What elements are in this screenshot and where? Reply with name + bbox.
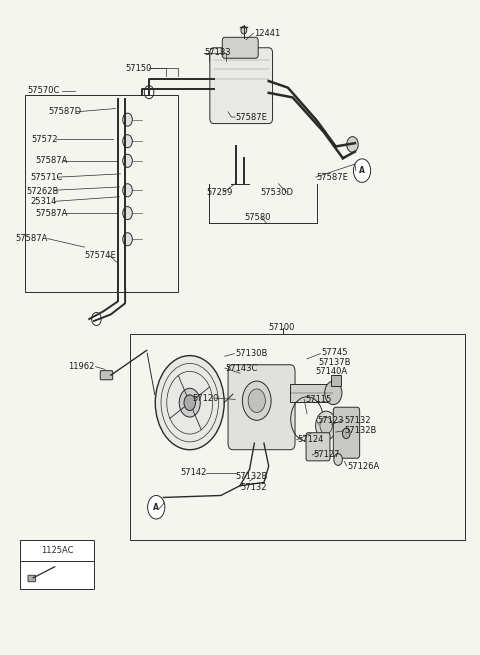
Text: 57132: 57132 (344, 416, 371, 425)
Text: 12441: 12441 (254, 29, 281, 38)
Text: 11962: 11962 (68, 362, 94, 371)
Text: 57132B: 57132B (235, 472, 267, 481)
Text: 57150: 57150 (125, 64, 152, 73)
Text: 57587A: 57587A (35, 209, 68, 217)
Circle shape (324, 381, 342, 405)
FancyBboxPatch shape (100, 371, 113, 380)
Circle shape (242, 381, 271, 421)
Circle shape (144, 86, 154, 99)
Circle shape (347, 137, 358, 153)
FancyBboxPatch shape (28, 575, 36, 582)
Text: A: A (153, 503, 159, 512)
Circle shape (316, 411, 336, 440)
Text: 57183: 57183 (204, 48, 231, 58)
Text: 57572: 57572 (32, 135, 58, 143)
Circle shape (123, 135, 132, 148)
Text: 57100: 57100 (269, 323, 295, 332)
Text: 57132: 57132 (240, 483, 266, 492)
Text: 57130B: 57130B (235, 349, 267, 358)
Text: 57745: 57745 (322, 348, 348, 357)
Text: 57120: 57120 (192, 394, 218, 403)
Text: 1125AC: 1125AC (41, 546, 73, 555)
Text: 57571C: 57571C (31, 173, 63, 181)
Text: 57574E: 57574E (84, 251, 116, 260)
Circle shape (241, 26, 247, 34)
FancyBboxPatch shape (333, 407, 360, 458)
FancyBboxPatch shape (210, 48, 273, 124)
Circle shape (156, 356, 224, 450)
Bar (130, 334, 465, 540)
Text: 57587E: 57587E (317, 173, 348, 181)
Circle shape (123, 155, 132, 168)
Text: 57126A: 57126A (348, 462, 380, 470)
Text: 57142: 57142 (180, 468, 206, 477)
Text: A: A (359, 166, 365, 175)
Text: 57115: 57115 (305, 395, 332, 404)
Text: 57587D: 57587D (48, 107, 82, 117)
Circle shape (334, 454, 342, 466)
Text: 57127: 57127 (313, 451, 340, 459)
Text: 57262B: 57262B (26, 187, 59, 196)
Text: 57132B: 57132B (344, 426, 377, 436)
Text: 57124: 57124 (298, 436, 324, 445)
Text: 57530D: 57530D (261, 188, 294, 196)
Bar (290, 384, 333, 402)
Circle shape (342, 428, 350, 439)
Circle shape (148, 495, 165, 519)
Text: 57143C: 57143C (226, 364, 258, 373)
Circle shape (320, 417, 332, 434)
Bar (331, 375, 340, 386)
Circle shape (248, 389, 265, 413)
Circle shape (92, 312, 101, 326)
FancyBboxPatch shape (222, 37, 258, 58)
Circle shape (123, 113, 132, 126)
Text: 57140A: 57140A (316, 367, 348, 377)
Circle shape (123, 206, 132, 219)
Text: 57587A: 57587A (15, 234, 48, 243)
Text: 57570C: 57570C (27, 86, 60, 96)
Bar (24, 96, 178, 291)
Circle shape (179, 388, 200, 417)
Text: 57587A: 57587A (35, 157, 68, 165)
Text: 57137B: 57137B (319, 358, 351, 367)
Text: 57123: 57123 (318, 416, 344, 425)
Circle shape (353, 159, 371, 182)
Bar (20, 540, 94, 589)
Text: 57580: 57580 (245, 213, 271, 222)
Circle shape (123, 233, 132, 246)
Circle shape (123, 183, 132, 196)
Text: 57587E: 57587E (235, 113, 267, 122)
FancyBboxPatch shape (306, 433, 330, 461)
Circle shape (184, 395, 195, 411)
Text: 57259: 57259 (206, 188, 233, 196)
Text: 25314: 25314 (31, 197, 57, 206)
FancyBboxPatch shape (228, 365, 295, 450)
